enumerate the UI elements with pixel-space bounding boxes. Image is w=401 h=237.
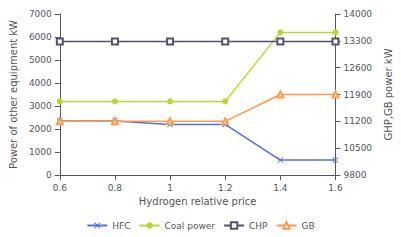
svg-text:13300: 13300 (343, 36, 372, 46)
svg-text:1000: 1000 (29, 147, 52, 157)
svg-text:14000: 14000 (343, 9, 372, 19)
svg-text:Coal power: Coal power (165, 221, 216, 231)
svg-text:11200: 11200 (343, 116, 372, 126)
svg-text:1: 1 (167, 183, 173, 193)
svg-text:CHP: CHP (249, 221, 268, 231)
svg-text:6000: 6000 (29, 32, 52, 42)
svg-text:4000: 4000 (29, 78, 52, 88)
svg-text:2000: 2000 (29, 124, 52, 134)
svg-text:11900: 11900 (343, 90, 372, 100)
svg-text:3000: 3000 (29, 101, 52, 111)
svg-text:1.2: 1.2 (218, 183, 232, 193)
svg-text:9800: 9800 (343, 170, 366, 180)
svg-text:1.6: 1.6 (328, 183, 343, 193)
svg-text:GHP,GB power kW: GHP,GB power kW (383, 48, 394, 140)
svg-text:0.6: 0.6 (53, 183, 68, 193)
svg-text:0: 0 (46, 170, 52, 180)
svg-text:10500: 10500 (343, 143, 372, 153)
svg-text:7000: 7000 (29, 9, 52, 19)
svg-text:GB: GB (302, 221, 315, 231)
svg-text:HFC: HFC (112, 221, 130, 231)
svg-text:12600: 12600 (343, 63, 372, 73)
svg-text:Hydrogen relative price: Hydrogen relative price (139, 196, 257, 207)
svg-text:Power of other equipment kW: Power of other equipment kW (8, 20, 19, 169)
svg-text:0.8: 0.8 (108, 183, 123, 193)
svg-text:5000: 5000 (29, 55, 52, 65)
svg-text:1.4: 1.4 (273, 183, 288, 193)
